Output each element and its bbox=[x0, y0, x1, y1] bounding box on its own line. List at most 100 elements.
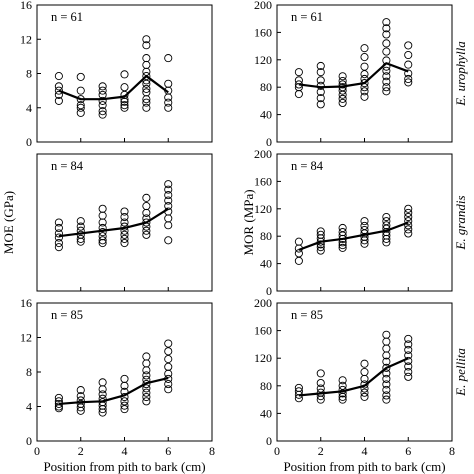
data-point bbox=[360, 239, 369, 248]
sample-size-label: n = 85 bbox=[51, 308, 83, 322]
data-point bbox=[142, 230, 151, 239]
y-tick-label: 80 bbox=[260, 229, 272, 243]
data-point bbox=[142, 392, 151, 402]
data-point bbox=[98, 232, 107, 241]
data-point bbox=[382, 47, 391, 56]
data-point bbox=[120, 234, 129, 243]
y-tick-label: 8 bbox=[26, 365, 32, 379]
data-point bbox=[164, 214, 173, 223]
data-point bbox=[404, 221, 413, 230]
data-point bbox=[382, 380, 391, 389]
data-point bbox=[338, 94, 347, 103]
data-point bbox=[164, 180, 173, 189]
data-point bbox=[98, 218, 107, 227]
y-tick-label: 40 bbox=[260, 108, 272, 122]
data-point bbox=[404, 50, 413, 60]
y-tick-label: 0 bbox=[266, 135, 272, 149]
species-label: E. urophylla bbox=[453, 41, 468, 107]
data-point bbox=[360, 62, 369, 71]
data-point bbox=[76, 108, 85, 117]
data-point bbox=[360, 92, 369, 101]
data-point bbox=[98, 82, 107, 91]
y-tick-label: 120 bbox=[254, 53, 272, 67]
data-point bbox=[54, 223, 63, 233]
data-point bbox=[142, 72, 151, 81]
data-point bbox=[164, 79, 173, 88]
data-point bbox=[316, 369, 325, 378]
panel-moe-epellita: 0 2 4 6 8 0 4 8 12 16 n = 85 Position from pith to … bbox=[20, 296, 215, 474]
data-point bbox=[360, 374, 369, 383]
data-point bbox=[360, 221, 369, 230]
data-point bbox=[382, 238, 391, 247]
sample-size-label: n = 85 bbox=[291, 308, 323, 322]
mean-line bbox=[298, 221, 409, 251]
data-point bbox=[338, 241, 347, 250]
y-tick-label: 40 bbox=[260, 406, 272, 420]
plot-frame bbox=[36, 302, 213, 442]
data-point bbox=[120, 238, 129, 248]
data-point bbox=[98, 236, 107, 245]
data-point bbox=[338, 72, 347, 81]
y-tick-label: 160 bbox=[254, 174, 272, 188]
data-point bbox=[98, 405, 107, 414]
data-point bbox=[404, 340, 413, 349]
data-point bbox=[142, 388, 151, 397]
data-point bbox=[382, 344, 391, 353]
data-point bbox=[98, 110, 107, 119]
data-point bbox=[164, 196, 173, 205]
data-point bbox=[142, 208, 151, 217]
data-point bbox=[338, 376, 347, 385]
data-point bbox=[360, 87, 369, 96]
y-tick-label: 160 bbox=[254, 25, 272, 39]
data-point bbox=[404, 41, 413, 50]
y-tick-label: 0 bbox=[26, 434, 32, 448]
data-point bbox=[120, 103, 129, 112]
data-point bbox=[164, 369, 173, 378]
data-point bbox=[142, 41, 151, 50]
data-point bbox=[76, 101, 85, 110]
data-point bbox=[382, 83, 391, 92]
data-point bbox=[360, 388, 369, 397]
data-point bbox=[338, 90, 347, 99]
data-point bbox=[316, 378, 325, 388]
y-tick-label: 4 bbox=[26, 101, 32, 115]
data-point bbox=[360, 380, 369, 389]
y-tick-label: 0 bbox=[266, 434, 272, 448]
data-point bbox=[76, 392, 85, 401]
data-point bbox=[316, 87, 325, 97]
y-tick-label: 16 bbox=[20, 0, 32, 12]
mean-line bbox=[298, 62, 409, 89]
panel-moe-europhylla: 0 4 8 12 16 n = 61 bbox=[20, 0, 213, 149]
species-label: E. grandis bbox=[453, 195, 468, 250]
data-point bbox=[164, 54, 173, 63]
data-point bbox=[316, 68, 325, 77]
data-point bbox=[294, 249, 303, 258]
data-point bbox=[142, 54, 151, 63]
y-tick-label: 160 bbox=[254, 324, 272, 338]
data-point bbox=[294, 237, 303, 246]
data-point bbox=[142, 352, 151, 361]
data-point bbox=[76, 237, 85, 246]
data-point bbox=[316, 384, 325, 393]
data-point bbox=[316, 243, 325, 252]
data-point bbox=[142, 98, 151, 107]
data-point bbox=[76, 86, 85, 95]
data-point bbox=[164, 380, 173, 389]
data-point bbox=[54, 86, 63, 95]
data-point bbox=[360, 70, 369, 79]
y-tick-label: 200 bbox=[254, 0, 272, 12]
y-tick-label: 40 bbox=[260, 257, 272, 271]
data-point bbox=[404, 334, 413, 343]
data-point bbox=[54, 404, 63, 413]
data-point bbox=[338, 389, 347, 398]
y-tick-label: 0 bbox=[26, 135, 32, 149]
data-point bbox=[120, 374, 129, 383]
data-point bbox=[382, 39, 391, 48]
data-point bbox=[76, 103, 85, 112]
plot-frame bbox=[276, 4, 453, 143]
data-point bbox=[404, 372, 413, 381]
data-point bbox=[98, 211, 107, 220]
data-point bbox=[382, 351, 391, 360]
data-point bbox=[360, 83, 369, 92]
